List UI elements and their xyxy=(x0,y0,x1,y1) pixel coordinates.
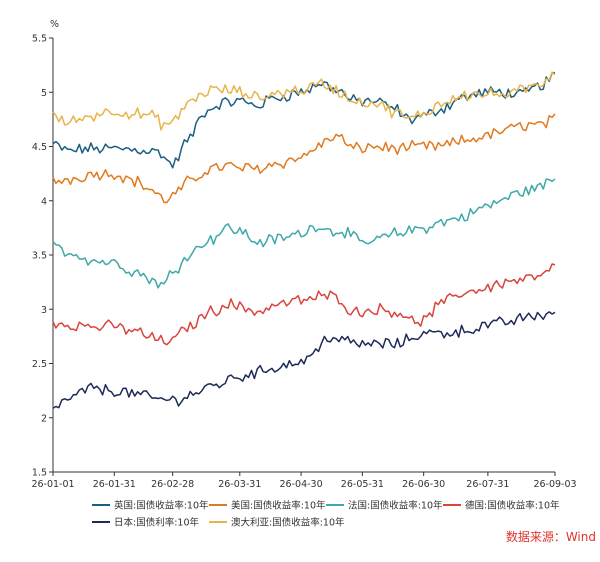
legend-label-0: 英国:国债收益率:10年 xyxy=(114,500,209,512)
x-tick-label: 26-07-31 xyxy=(466,479,509,490)
y-axis-unit-label: % xyxy=(50,19,59,30)
series-line-4 xyxy=(52,311,556,409)
x-tick-label: 26-01-01 xyxy=(31,479,74,490)
axes: 1.5 2 2.5 3 3.5 4 4.5 5 5.5 26-01-01 26-01-31 26-02… xyxy=(31,34,576,491)
y-tick-label: 5 xyxy=(41,88,47,99)
x-tick-label: 26-09-03 xyxy=(533,479,576,490)
x-tick-label: 26-05-31 xyxy=(341,479,384,490)
series-line-2 xyxy=(52,178,556,289)
legend-label-3: 德国:国债收益率:10年 xyxy=(465,500,560,512)
legend-label-4: 日本:国债利率:10年 xyxy=(114,517,199,529)
series-line-5 xyxy=(52,71,556,131)
legend-label-1: 美国:国债收益率:10年 xyxy=(231,500,326,512)
x-tick-label: 26-03-31 xyxy=(218,479,261,490)
x-tick-label: 26-01-31 xyxy=(93,479,136,490)
x-tick-label: 26-04-30 xyxy=(280,479,323,490)
series-line-3 xyxy=(52,263,556,346)
source-note: 数据来源：Wind xyxy=(506,529,596,544)
y-tick-label: 4 xyxy=(41,196,47,207)
y-tick-label: 2.5 xyxy=(32,359,47,370)
y-tick-label: 4.5 xyxy=(32,142,47,153)
legend-label-2: 法国:国债收益率:10年 xyxy=(348,500,443,512)
series-lines xyxy=(52,71,556,409)
y-tick-label: 3 xyxy=(41,305,47,316)
legend-label-5: 澳大利亚:国债收益率:10年 xyxy=(231,517,345,529)
x-tick-label: 26-02-28 xyxy=(151,479,194,490)
series-line-1 xyxy=(52,113,556,204)
x-tick-label: 26-06-30 xyxy=(402,479,445,490)
y-tick-label: 1.5 xyxy=(32,468,47,479)
y-tick-label: 5.5 xyxy=(32,34,47,45)
legend: 英国:国债收益率:10年 美国:国债收益率:10年 法国:国债收益率:10年 德国:国… xyxy=(92,500,560,529)
y-tick-label: 3.5 xyxy=(32,251,47,262)
y-tick-label: 2 xyxy=(41,413,47,424)
